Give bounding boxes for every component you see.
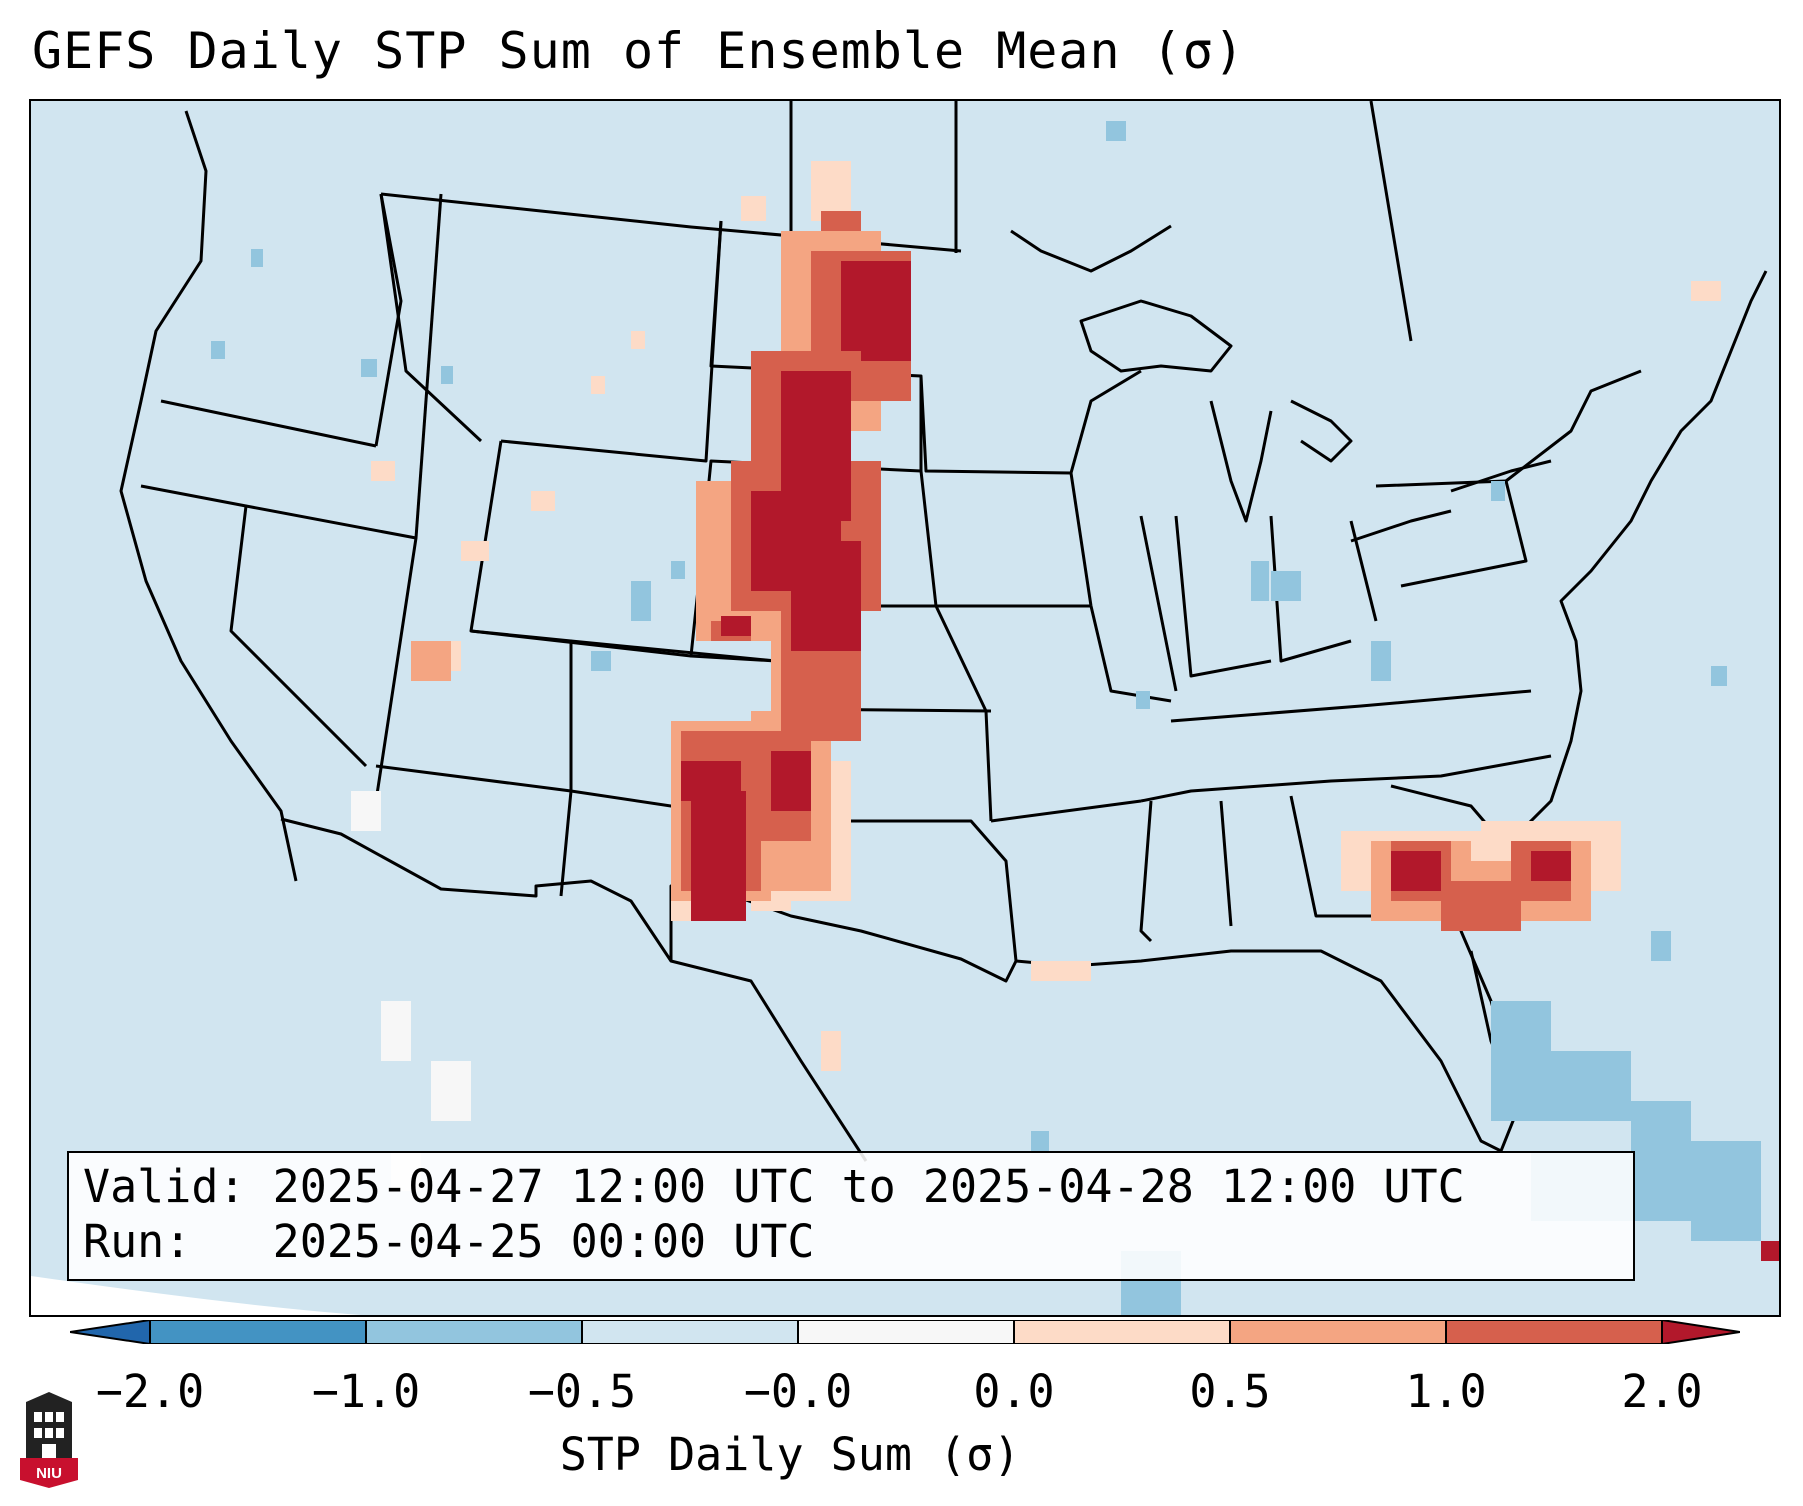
extreme-positive-cells — [681, 261, 1779, 1261]
colorbar-label: STP Daily Sum (σ) — [559, 1428, 1021, 1481]
map-panel — [29, 99, 1781, 1317]
colorbar-segment-6 — [1230, 1320, 1446, 1344]
colorbar-tick-label: 0.0 — [973, 1365, 1055, 1418]
colorbar-segment-3 — [582, 1320, 798, 1344]
map-svg — [31, 101, 1779, 1315]
mexico-border — [280, 817, 868, 1162]
colorbar-segment-5 — [1014, 1320, 1230, 1344]
valid-time-box: Valid: 2025-04-27 12:00 UTC to 2025-04-2… — [67, 1151, 1635, 1281]
valid-line: Valid: 2025-04-27 12:00 UTC to 2025-04-2… — [83, 1160, 1465, 1213]
pacific-coastline — [119, 110, 298, 882]
colorbar-tick-label: 0.5 — [1189, 1365, 1271, 1418]
run-line: Run: 2025-04-25 00:00 UTC — [83, 1215, 815, 1268]
low-positive-cells — [371, 161, 1721, 1071]
university-seal-icon: NIU — [20, 1392, 78, 1488]
colorbar-tick-label: −0.5 — [527, 1365, 637, 1418]
atlantic-coastline — [1469, 270, 1768, 883]
colorbar-extend-low — [70, 1320, 150, 1344]
colorbar-segment-1 — [150, 1320, 366, 1344]
great-lakes — [1079, 299, 1233, 373]
chart-title: GEFS Daily STP Sum of Ensemble Mean (σ) — [32, 22, 1245, 80]
colorbar-extend-high — [1662, 1320, 1740, 1344]
mid-positive-cells — [411, 231, 1591, 921]
logo-text: NIU — [36, 1465, 62, 1482]
outside-projection-area — [31, 1276, 362, 1315]
colorbar-tick-label: −1.0 — [311, 1365, 421, 1418]
colorbar-tick-label: −0.0 — [743, 1365, 853, 1418]
colorbar-segment-4 — [798, 1320, 1014, 1344]
colorbar-tick-label: −2.0 — [95, 1365, 205, 1418]
colorbar-tick-label: 2.0 — [1621, 1365, 1703, 1418]
colorbar-segment-2 — [366, 1320, 582, 1344]
colorbar — [70, 1320, 1740, 1344]
colorbar-tick-label: 1.0 — [1405, 1365, 1487, 1418]
colorbar-segment-7 — [1446, 1320, 1662, 1344]
